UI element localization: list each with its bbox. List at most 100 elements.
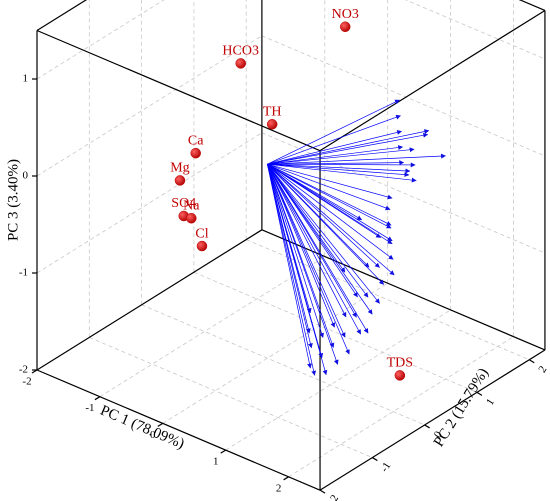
y-tick (319, 489, 326, 494)
grid-line (36, 35, 263, 177)
x-tick-label: -2 (22, 376, 31, 388)
box-edge (36, 0, 88, 32)
sample-arrow (267, 163, 394, 260)
sample-arrow (267, 114, 401, 165)
y-tick (424, 424, 430, 429)
sample-arrow (267, 164, 312, 314)
sample-arrow (267, 164, 324, 338)
grid-line (36, 132, 263, 274)
y-tick-label: -1 (378, 460, 393, 474)
sample-arrow (267, 160, 405, 166)
box-edge (36, 229, 263, 371)
sample-arrow (267, 163, 381, 238)
point-label: Cl (195, 226, 208, 241)
sample-arrow (267, 163, 417, 183)
point-label: NO3 (332, 7, 359, 22)
sample-arrow (267, 153, 446, 165)
sample-arrow (267, 132, 429, 165)
sample-arrow (267, 164, 350, 355)
sample-arrow (267, 163, 395, 276)
sample-arrow (267, 164, 312, 369)
grid-line (141, 304, 425, 426)
y-tick (476, 391, 483, 396)
grid-line (89, 337, 373, 458)
point-label: TH (263, 104, 282, 119)
y-tick-label: 2 (536, 364, 549, 375)
box-edge (518, 0, 546, 12)
sample-arrow (267, 164, 358, 298)
sample-arrow (267, 164, 357, 318)
sample-arrow (267, 163, 392, 226)
sample-arrow (267, 163, 370, 268)
point-label: TDS (387, 356, 413, 371)
sample-arrow (267, 164, 347, 318)
sample-arrow (267, 164, 311, 334)
grid-line (162, 282, 388, 424)
x-tick-label: 1 (213, 456, 219, 468)
variable-point (196, 240, 208, 252)
grid-line (261, 132, 546, 254)
sample-arrow (267, 129, 403, 165)
sample-arrow (267, 164, 361, 335)
sample-arrow (267, 163, 369, 298)
grid-line (99, 256, 326, 398)
y-axis-label: PC 2 (15.79%) (431, 365, 492, 449)
sample-arrow (267, 163, 411, 174)
sample-arrow (267, 164, 317, 376)
grid-line (261, 35, 546, 157)
sample-arrow (267, 164, 346, 338)
z-tick-label: 0 (23, 170, 29, 182)
point-label: Mg (170, 161, 189, 176)
sample-arrow (267, 99, 400, 165)
y-tick-label: -2 (326, 493, 341, 501)
sample-arrow (267, 163, 373, 315)
x-tick-label: 0 (150, 429, 156, 441)
sample-arrow (267, 145, 404, 165)
variable-point (235, 58, 246, 69)
point-label: Na (183, 198, 200, 213)
sample-arrow (267, 129, 430, 165)
sample-arrow (267, 164, 336, 328)
box-edge (319, 9, 546, 152)
y-tick-label: 1 (484, 397, 497, 408)
box-edge (261, 229, 546, 351)
sample-arrow (267, 163, 380, 304)
grid-line (404, 0, 546, 60)
sample-arrow (267, 163, 393, 242)
x-tick-label: 2 (276, 482, 282, 494)
grid-line (193, 271, 478, 393)
variable-point (394, 370, 406, 381)
box-edge (36, 369, 321, 491)
x-tick (157, 422, 164, 427)
point-label: SO4 (171, 196, 196, 211)
point-label: HCO3 (222, 44, 259, 59)
box-edge (319, 349, 546, 491)
point-label: Ca (188, 133, 204, 148)
y-tick-label: 0 (432, 429, 445, 440)
sample-arrow (267, 163, 391, 211)
x-tick-label: -1 (85, 402, 94, 414)
grid-line (36, 0, 165, 80)
sample-arrow (267, 147, 415, 165)
sample-arrow (267, 163, 363, 221)
z-tick-label: -1 (19, 267, 28, 279)
x-tick (94, 396, 101, 401)
z-axis-label: PC 3 (3.40%) (5, 159, 21, 241)
z-tick-label: 1 (23, 73, 29, 85)
grid-line (246, 239, 530, 361)
grid-line (225, 309, 451, 451)
y-tick (372, 457, 378, 462)
sample-arrow (267, 163, 346, 273)
sample-arrow (267, 163, 392, 229)
variable-point (190, 147, 201, 159)
sample-arrow (267, 163, 393, 200)
y-tick (528, 359, 535, 364)
box-edge (36, 29, 321, 152)
variable-point (266, 119, 278, 130)
sample-arrow (267, 164, 339, 365)
variable-point (339, 21, 351, 33)
grid-line (288, 336, 514, 478)
variable-point (186, 212, 197, 224)
sample-arrow (267, 162, 416, 168)
